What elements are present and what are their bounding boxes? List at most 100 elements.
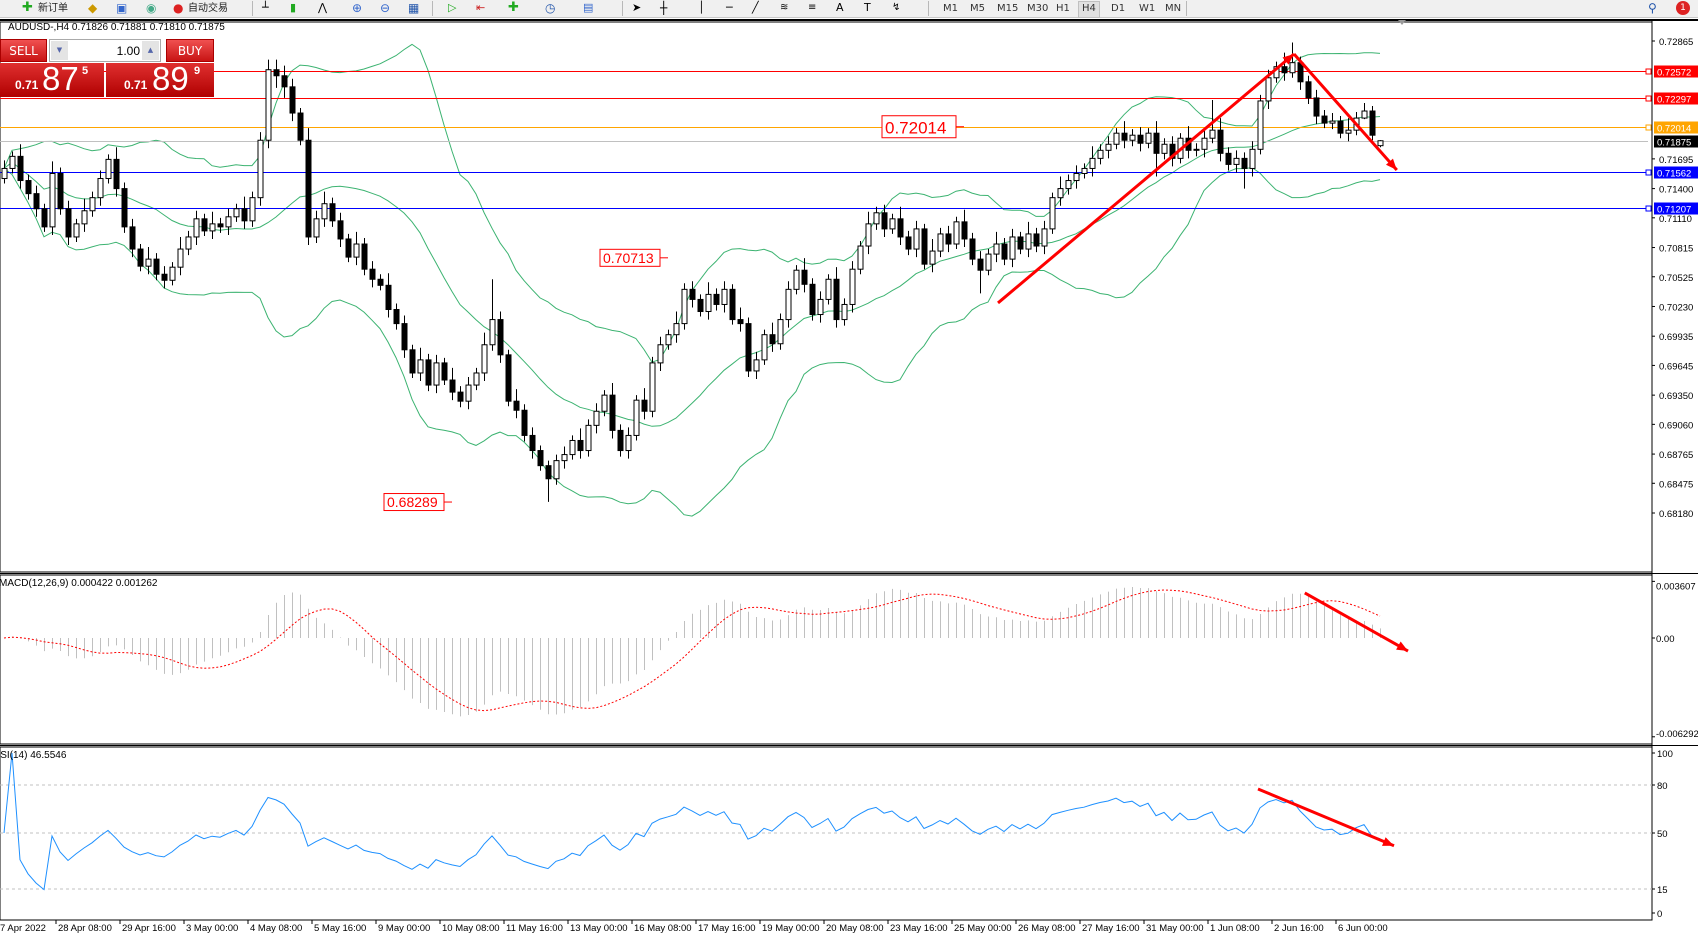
search-icon[interactable]: ⚲ — [1648, 1, 1657, 15]
candle — [929, 238, 936, 273]
timeframe-m30[interactable]: M30 — [1027, 3, 1049, 14]
lot-decrease-icon[interactable]: ▼ — [51, 41, 68, 60]
candle — [489, 279, 496, 351]
candle-body — [577, 439, 584, 452]
candle — [625, 427, 632, 459]
price-tag-label: 0.72572 — [1657, 68, 1691, 79]
text-icon[interactable]: A — [836, 1, 844, 14]
candle-body — [489, 319, 496, 346]
line-chart-icon[interactable]: ⋀ — [318, 1, 328, 14]
arrows-icon[interactable]: ↯ — [892, 2, 901, 13]
candle — [569, 435, 576, 460]
candle — [321, 191, 328, 227]
candle-body — [233, 208, 240, 218]
candle-body — [465, 384, 472, 402]
candle-body — [545, 465, 552, 480]
price-tick-label: 0.72865 — [1659, 37, 1693, 48]
macd-trend-arrow — [1304, 591, 1409, 653]
timeframe-w1[interactable]: W1 — [1139, 3, 1156, 14]
templates-icon[interactable]: ▤ — [583, 1, 594, 14]
price-tag — [1654, 202, 1698, 215]
vertical-line-icon[interactable]: │ — [698, 1, 705, 14]
timeframe-d1[interactable]: D1 — [1111, 3, 1126, 14]
buy-button[interactable]: BUY — [166, 39, 214, 62]
candle-body — [1377, 140, 1384, 147]
signals-icon[interactable]: ◉ — [146, 1, 157, 15]
auto-trading-button[interactable]: 自动交易 — [188, 3, 228, 14]
timeframe-h1[interactable]: H1 — [1056, 3, 1070, 14]
candle — [89, 191, 96, 217]
candle-body — [881, 212, 888, 230]
candle-body — [161, 273, 168, 281]
fibonacci-icon[interactable]: ≋ — [780, 2, 789, 13]
line-handle — [1645, 124, 1652, 131]
chart-window[interactable] — [0, 19, 1698, 936]
chart-shift-icon[interactable]: ⇤ — [476, 1, 486, 14]
price-tag — [1654, 166, 1698, 179]
candle — [1201, 130, 1208, 158]
candle-body — [993, 243, 1000, 255]
timeframe-mn[interactable]: MN — [1165, 3, 1182, 14]
candle-body — [497, 319, 504, 356]
horizontal-line-icon[interactable]: ─ — [726, 1, 733, 14]
data-window-icon[interactable]: ▣ — [116, 1, 128, 15]
auto-trading-icon[interactable]: ● — [173, 1, 184, 15]
time-tick-label: 17 May 16:00 — [698, 923, 756, 934]
zoom-in-icon[interactable]: ⊕ — [352, 1, 363, 15]
rsi-line — [3, 752, 1381, 891]
buy-price[interactable]: 0.71 89 9 — [106, 60, 214, 97]
candle — [1257, 94, 1264, 155]
candle — [1153, 121, 1160, 177]
candle — [409, 344, 416, 379]
channel-icon[interactable]: ≡ — [808, 2, 817, 13]
text-label-icon[interactable]: T — [864, 1, 871, 14]
auto-scroll-icon[interactable]: ▷ — [448, 1, 457, 14]
candle-body — [433, 362, 440, 386]
new-order-button[interactable]: 新订单 — [38, 3, 68, 14]
candle — [1097, 144, 1104, 165]
crosshair-icon[interactable]: ┼ — [660, 1, 668, 15]
candle — [737, 307, 744, 332]
lot-size-input[interactable] — [68, 41, 140, 60]
new-order-icon[interactable]: ✚ — [22, 0, 33, 15]
zoom-out-icon[interactable]: ⊖ — [380, 1, 391, 15]
notifications-icon[interactable]: 1 — [1676, 1, 1690, 15]
candle-body — [377, 278, 384, 286]
candle — [281, 65, 288, 98]
timeframe-h4[interactable]: H4 — [1078, 1, 1100, 18]
candle-body — [425, 359, 432, 386]
candle-body — [457, 391, 464, 402]
tile-windows-icon[interactable]: ▦ — [408, 1, 420, 15]
macd-signal-line — [3, 589, 1381, 712]
candle — [81, 198, 88, 232]
macd-panel — [0, 574, 1653, 745]
candle — [977, 251, 984, 294]
trend-arrow — [1292, 53, 1398, 171]
trendline-icon[interactable]: ╱ — [752, 1, 759, 14]
candle-body — [1329, 120, 1336, 124]
price-label: 0.72014 — [885, 119, 946, 138]
candle — [545, 460, 552, 502]
candle — [33, 185, 40, 217]
candle — [1193, 143, 1200, 157]
lot-increase-icon[interactable]: ▲ — [142, 41, 159, 60]
sell-price[interactable]: 0.71 87 5 — [0, 60, 104, 97]
sell-button[interactable]: SELL — [0, 39, 47, 62]
timeframe-m1[interactable]: M1 — [943, 3, 958, 14]
candle — [1081, 163, 1088, 179]
indicators-icon[interactable]: ✚ — [508, 0, 519, 15]
timeframe-m5[interactable]: M5 — [970, 3, 985, 14]
candle — [433, 354, 440, 394]
periods-icon[interactable]: ◷ — [545, 1, 556, 15]
market-watch-icon[interactable]: ◆ — [88, 1, 98, 15]
candle-body — [1081, 167, 1088, 174]
timeframe-m15[interactable]: M15 — [997, 3, 1019, 14]
candle — [113, 147, 120, 197]
cursor-icon[interactable]: ➤ — [632, 1, 642, 14]
candlestick-icon[interactable]: ▮ — [290, 1, 297, 14]
bar-chart-icon[interactable]: ┴ — [262, 1, 269, 14]
time-tick-label: 27 May 16:00 — [1082, 923, 1140, 934]
candle-body — [97, 178, 104, 199]
price-tick-label: 0.69645 — [1659, 361, 1693, 372]
